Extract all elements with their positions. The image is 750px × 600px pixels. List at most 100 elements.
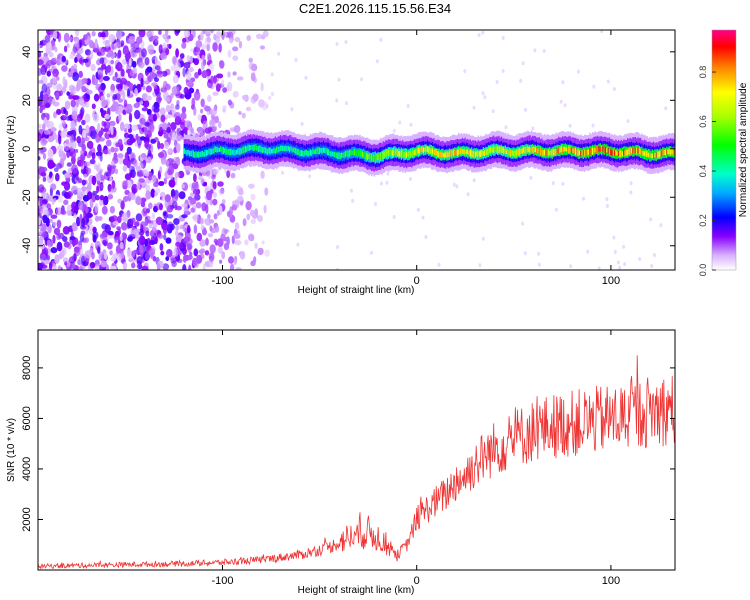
noise-blob (521, 221, 525, 226)
noise-blob (586, 249, 590, 254)
noise-blob (195, 40, 203, 48)
noise-blob (163, 177, 167, 185)
noise-blob (179, 53, 185, 59)
ridge-cell (239, 147, 242, 155)
ridge-cell (541, 149, 543, 155)
noise-blob (226, 81, 233, 92)
colorbar: 0.0 0.2 0.4 0.6 0.8 Normalized spectral ampl… (698, 29, 749, 276)
noise-blob (408, 177, 412, 181)
noise-blob (190, 127, 194, 134)
noise-blob (501, 68, 505, 73)
ridge-cell (289, 146, 291, 153)
colorbar-tick-label: 0.6 (698, 115, 708, 128)
noise-blob (69, 151, 73, 157)
noise-blob (217, 181, 224, 187)
noise-blob (45, 217, 50, 227)
noise-blob (128, 191, 134, 199)
noise-blob (424, 235, 428, 239)
noise-blob (501, 36, 505, 40)
noise-blob (99, 57, 105, 65)
ridge-cell (255, 144, 257, 151)
ridge-cell (664, 149, 667, 155)
noise-blob (251, 63, 258, 72)
ridge-cell (244, 145, 247, 153)
noise-blob (192, 215, 198, 220)
noise-blob (230, 263, 235, 270)
noise-blob (62, 115, 70, 120)
ridge-cell (562, 146, 564, 154)
ridge-cell (610, 148, 612, 155)
noise-blob (53, 167, 59, 173)
noise-blob (52, 221, 57, 227)
noise-blob (99, 194, 105, 201)
ridge-cell (361, 151, 364, 157)
noise-blob (130, 52, 138, 58)
noise-blob (188, 87, 195, 94)
ridge-cell (586, 149, 589, 155)
ridge-cell (568, 145, 571, 154)
ridge-cell (491, 146, 494, 153)
noise-blob (559, 99, 563, 104)
noise-blob (72, 95, 80, 100)
noise-blob (90, 64, 96, 72)
noise-blob (48, 52, 54, 58)
ridge-cell (273, 147, 275, 154)
ridge-cell (617, 150, 620, 156)
noise-blob (218, 188, 225, 196)
noise-blob (202, 228, 207, 236)
noise-blob (238, 189, 244, 196)
ridge-cell (450, 150, 452, 157)
noise-blob (254, 242, 258, 249)
noise-blob (83, 34, 88, 41)
noise-blob (100, 95, 105, 101)
noise-blob (128, 35, 136, 44)
noise-blob (78, 200, 84, 211)
ridge-cell (373, 155, 376, 162)
noise-blob (131, 250, 136, 258)
ridge-cell (204, 149, 207, 157)
noise-blob (188, 126, 192, 136)
x-tick-label: -100 (211, 275, 233, 287)
noise-blob (181, 42, 187, 49)
ridge-cell (484, 150, 486, 156)
noise-blob (52, 68, 59, 78)
ridge-cell (564, 146, 567, 152)
noise-blob (53, 227, 61, 236)
noise-blob (264, 249, 270, 257)
noise-blob (107, 242, 113, 250)
noise-blob (222, 87, 228, 93)
noise-blob (91, 103, 96, 110)
noise-blob (176, 258, 183, 263)
spectrogram-x-axis-label: Height of straight line (km) (298, 285, 415, 296)
noise-blob (50, 183, 57, 191)
noise-blob (67, 71, 74, 78)
ridge-cell (298, 148, 300, 156)
noise-blob (41, 67, 46, 72)
noise-blob (135, 165, 141, 171)
noise-blob (98, 251, 105, 262)
noise-blob (182, 67, 186, 78)
noise-blob (200, 43, 207, 50)
noise-blob (134, 109, 141, 120)
noise-blob (181, 184, 185, 189)
noise-blob (491, 109, 495, 114)
ridge-cell (406, 152, 408, 158)
ridge-cell (357, 149, 360, 157)
ridge-cell (224, 148, 226, 154)
noise-blob (227, 99, 232, 106)
noise-blob (375, 59, 379, 64)
ridge-cell (463, 148, 465, 155)
noise-blob (226, 170, 231, 178)
noise-blob (41, 254, 48, 261)
ridge-cell (512, 150, 515, 157)
ridge-cell (296, 149, 299, 155)
noise-blob (638, 257, 642, 261)
noise-blob (120, 68, 125, 77)
snr-panel: -100 0 100 2000 4000 6000 8000 Height of strai… (6, 329, 676, 596)
noise-blob (60, 210, 67, 215)
noise-blob (109, 176, 113, 182)
ridge-cell (551, 148, 554, 156)
noise-blob (97, 162, 101, 172)
noise-blob (649, 217, 653, 222)
noise-blob (76, 83, 81, 92)
